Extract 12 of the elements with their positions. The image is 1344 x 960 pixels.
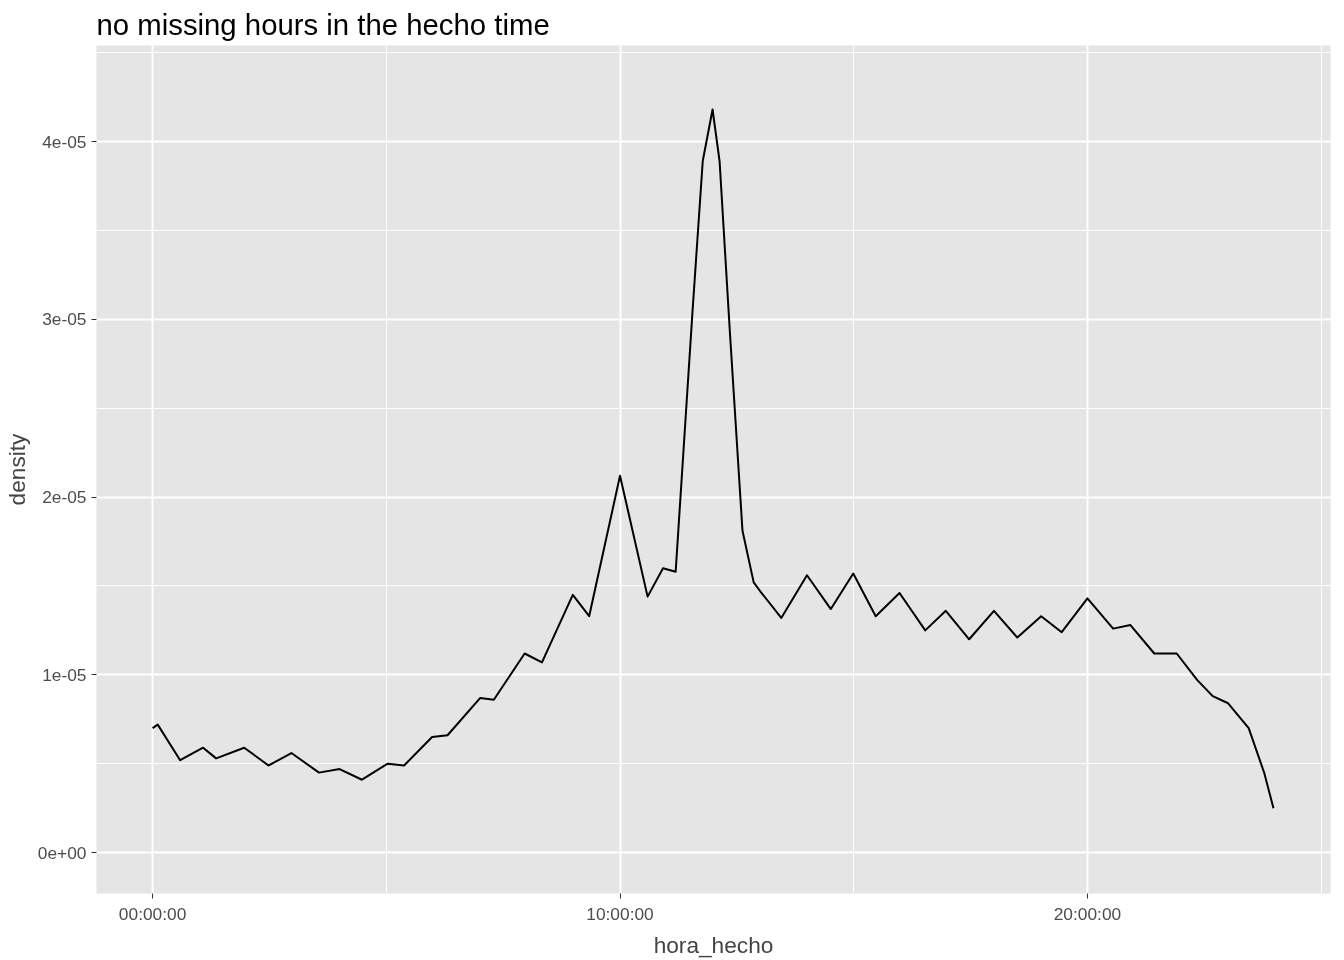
y-tick-label: 1e-05	[42, 664, 87, 685]
y-tick-label: 4e-05	[42, 131, 87, 152]
x-tick-label: 10:00:00	[586, 903, 654, 924]
chart-title: no missing hours in the hecho time	[96, 7, 550, 41]
x-tick-label: 00:00:00	[118, 903, 187, 924]
y-tick-label: 3e-05	[42, 309, 87, 330]
y-tick-label: 0e+00	[37, 842, 87, 863]
y-axis-title: density	[3, 432, 30, 506]
line-series	[151, 108, 1275, 810]
x-axis-title: hora_hecho	[653, 931, 774, 958]
y-tick-label: 2e-05	[42, 487, 87, 508]
x-tick-label: 20:00:00	[1053, 903, 1122, 924]
